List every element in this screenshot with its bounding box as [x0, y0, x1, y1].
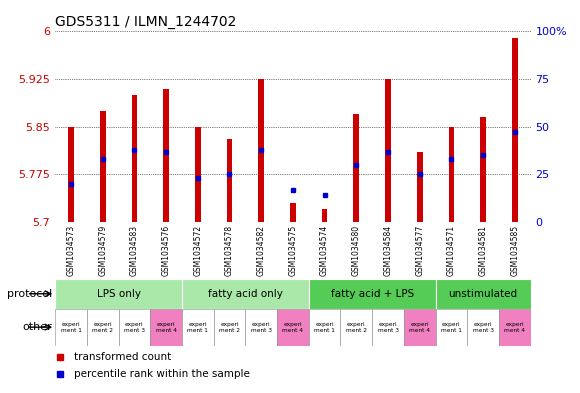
Bar — [480, 117, 486, 222]
Text: experi
ment 3: experi ment 3 — [124, 322, 145, 332]
Bar — [68, 127, 74, 222]
Text: fatty acid + LPS: fatty acid + LPS — [331, 289, 414, 299]
Bar — [353, 114, 359, 222]
Text: GSM1034578: GSM1034578 — [225, 225, 234, 276]
Text: GSM1034576: GSM1034576 — [162, 225, 171, 276]
Text: GSM1034572: GSM1034572 — [193, 225, 202, 276]
Text: GSM1034575: GSM1034575 — [288, 225, 298, 276]
Text: experi
ment 2: experi ment 2 — [346, 322, 367, 332]
Text: GSM1034573: GSM1034573 — [67, 225, 75, 276]
Bar — [87, 309, 118, 346]
Bar — [290, 203, 296, 222]
Text: other: other — [23, 322, 52, 332]
Bar — [417, 152, 423, 222]
Text: protocol: protocol — [7, 289, 52, 299]
Text: GSM1034580: GSM1034580 — [352, 225, 361, 276]
Bar — [195, 127, 201, 222]
Bar — [245, 309, 277, 346]
Bar — [277, 309, 309, 346]
Bar — [150, 309, 182, 346]
Bar — [163, 88, 169, 222]
Text: experi
ment 1: experi ment 1 — [314, 322, 335, 332]
Text: experi
ment 4: experi ment 4 — [155, 322, 176, 332]
Text: experi
ment 1: experi ment 1 — [441, 322, 462, 332]
Bar — [182, 279, 309, 309]
Bar — [55, 279, 182, 309]
Bar — [372, 309, 404, 346]
Text: transformed count: transformed count — [74, 352, 171, 362]
Bar — [512, 38, 518, 222]
Text: experi
ment 4: experi ment 4 — [282, 322, 303, 332]
Text: experi
ment 4: experi ment 4 — [409, 322, 430, 332]
Bar — [55, 309, 87, 346]
Bar — [385, 79, 391, 222]
Text: experi
ment 1: experi ment 1 — [187, 322, 208, 332]
Text: experi
ment 2: experi ment 2 — [219, 322, 240, 332]
Text: GSM1034577: GSM1034577 — [415, 225, 424, 276]
Bar — [100, 111, 106, 222]
Bar — [404, 309, 436, 346]
Bar — [436, 279, 531, 309]
Bar — [258, 79, 264, 222]
Text: experi
ment 4: experi ment 4 — [505, 322, 525, 332]
Bar — [118, 309, 150, 346]
Bar — [309, 279, 436, 309]
Text: LPS only: LPS only — [96, 289, 140, 299]
Bar — [340, 309, 372, 346]
Bar — [436, 309, 467, 346]
Text: experi
ment 3: experi ment 3 — [378, 322, 398, 332]
Bar — [132, 95, 137, 222]
Text: GSM1034574: GSM1034574 — [320, 225, 329, 276]
Text: experi
ment 2: experi ment 2 — [92, 322, 113, 332]
Text: GSM1034584: GSM1034584 — [383, 225, 393, 276]
Bar — [309, 309, 340, 346]
Text: experi
ment 3: experi ment 3 — [473, 322, 494, 332]
Text: GSM1034581: GSM1034581 — [478, 225, 488, 276]
Text: GSM1034583: GSM1034583 — [130, 225, 139, 276]
Text: fatty acid only: fatty acid only — [208, 289, 283, 299]
Text: GSM1034585: GSM1034585 — [510, 225, 519, 276]
Bar — [227, 140, 233, 222]
Text: unstimulated: unstimulated — [448, 289, 518, 299]
Bar — [467, 309, 499, 346]
Bar — [322, 209, 328, 222]
Text: experi
ment 1: experi ment 1 — [60, 322, 81, 332]
Text: GSM1034579: GSM1034579 — [98, 225, 107, 276]
Bar — [213, 309, 245, 346]
Bar — [182, 309, 213, 346]
Bar — [499, 309, 531, 346]
Text: GSM1034582: GSM1034582 — [257, 225, 266, 276]
Bar — [448, 127, 454, 222]
Text: GSM1034571: GSM1034571 — [447, 225, 456, 276]
Text: percentile rank within the sample: percentile rank within the sample — [74, 369, 250, 379]
Text: GDS5311 / ILMN_1244702: GDS5311 / ILMN_1244702 — [55, 15, 237, 29]
Text: experi
ment 3: experi ment 3 — [251, 322, 271, 332]
